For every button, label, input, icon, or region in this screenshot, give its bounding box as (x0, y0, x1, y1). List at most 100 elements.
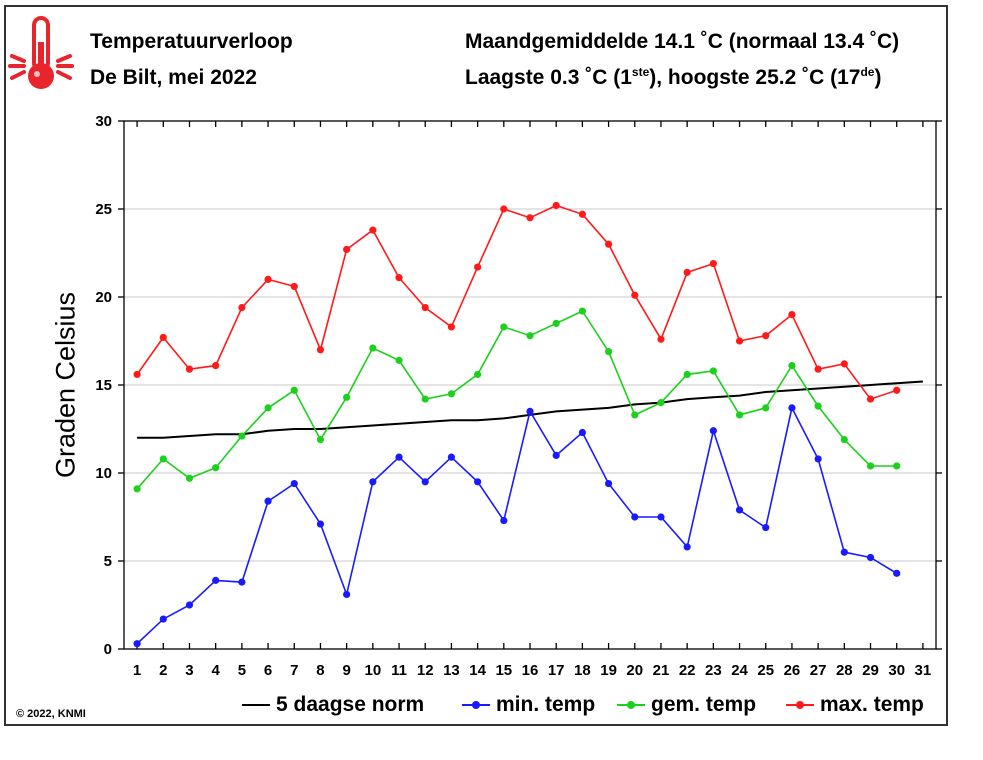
data-point-max-temp-28 (840, 360, 848, 368)
data-point-max-temp-18 (578, 210, 586, 218)
data-point-gem-temp-15 (500, 323, 508, 331)
legend-item-gem: gem. temp (617, 693, 756, 717)
x-tick-label-10: 10 (364, 662, 381, 679)
x-tick-label-7: 7 (290, 662, 298, 679)
data-point-min-temp-2 (159, 615, 167, 623)
x-tick-label-8: 8 (316, 662, 324, 679)
data-point-gem-temp-1 (133, 485, 141, 493)
data-point-gem-temp-6 (264, 404, 272, 412)
data-point-gem-temp-29 (866, 462, 875, 470)
x-tick-label-17: 17 (548, 662, 565, 679)
data-point-gem-temp-16 (526, 332, 534, 340)
data-point-min-temp-25 (762, 523, 770, 532)
data-point-min-temp-24 (735, 506, 744, 514)
data-point-min-temp-30 (893, 569, 901, 577)
x-tick-label-6: 6 (264, 662, 272, 679)
x-tick-label-27: 27 (810, 662, 827, 679)
data-point-max-temp-19 (604, 240, 613, 248)
data-point-gem-temp-28 (840, 435, 848, 444)
data-point-max-temp-9 (343, 245, 351, 254)
data-point-min-temp-16 (526, 407, 534, 415)
legend-swatch-gem (617, 693, 645, 717)
y-tick-label-15: 15 (95, 377, 112, 394)
x-tick-label-25: 25 (757, 662, 774, 679)
data-point-gem-temp-10 (369, 344, 377, 352)
data-point-max-temp-30 (893, 386, 901, 394)
data-point-min-temp-5 (238, 578, 246, 586)
data-point-min-temp-10 (369, 478, 377, 486)
legend-label-min: min. temp (496, 693, 596, 716)
data-point-min-temp-21 (657, 513, 665, 521)
y-tick-label-5: 5 (104, 553, 112, 570)
data-point-gem-temp-18 (578, 307, 586, 315)
x-tick-label-1: 1 (133, 662, 141, 679)
data-point-gem-temp-7 (290, 386, 298, 394)
x-tick-label-5: 5 (238, 662, 246, 679)
data-point-min-temp-19 (604, 479, 613, 488)
x-tick-label-30: 30 (888, 662, 905, 679)
legend-item-min: min. temp (462, 693, 595, 717)
x-tick-label-9: 9 (342, 662, 350, 679)
data-point-max-temp-23 (709, 259, 717, 268)
data-point-min-temp-20 (631, 513, 639, 521)
data-point-max-temp-13 (447, 323, 456, 331)
x-tick-label-11: 11 (391, 662, 407, 679)
data-point-min-temp-18 (578, 428, 586, 437)
data-point-max-temp-22 (683, 268, 691, 276)
data-point-gem-temp-25 (762, 404, 770, 412)
data-point-max-temp-6 (264, 275, 272, 283)
data-point-gem-temp-21 (657, 399, 665, 407)
data-point-min-temp-17 (552, 451, 560, 459)
data-point-gem-temp-8 (316, 435, 325, 444)
data-point-max-temp-20 (631, 291, 639, 299)
data-point-max-temp-21 (657, 335, 665, 343)
copyright-text: © 2022, KNMI (16, 708, 86, 720)
data-point-min-temp-14 (474, 478, 482, 486)
data-point-gem-temp-5 (238, 432, 246, 440)
legend-swatch-max (786, 693, 814, 717)
legend-label-norm: 5 daagse norm (276, 693, 425, 716)
data-point-min-temp-4 (212, 576, 220, 584)
x-tick-label-21: 21 (653, 662, 670, 679)
data-point-max-temp-11 (395, 274, 403, 282)
thermometer-icon (8, 16, 74, 89)
data-point-max-temp-4 (212, 362, 220, 370)
data-point-min-temp-7 (290, 479, 298, 488)
data-point-max-temp-10 (369, 226, 377, 234)
series-line-min-temp (136, 405, 898, 645)
data-point-max-temp-2 (159, 333, 167, 342)
legend-swatch-min (462, 693, 490, 717)
data-point-gem-temp-14 (474, 370, 482, 379)
legend-label-max: max. temp (820, 693, 924, 716)
x-tick-label-4: 4 (212, 662, 221, 679)
data-point-gem-temp-13 (447, 390, 456, 398)
data-point-min-temp-8 (316, 520, 325, 528)
data-point-min-temp-22 (683, 543, 691, 551)
data-point-max-temp-14 (474, 263, 482, 271)
data-point-gem-temp-24 (735, 411, 744, 419)
extremes-text: Laagste 0.3 ˚C (1ste), hoogste 25.2 ˚C (… (465, 65, 882, 89)
x-tick-label-28: 28 (836, 662, 853, 679)
data-point-min-temp-6 (264, 497, 272, 505)
legend-label-gem: gem. temp (651, 693, 757, 716)
data-point-max-temp-8 (316, 346, 325, 354)
x-tick-label-19: 19 (600, 662, 617, 679)
x-tick-label-16: 16 (522, 662, 539, 679)
data-point-min-temp-11 (395, 453, 403, 461)
data-point-min-temp-28 (840, 548, 848, 556)
x-tick-label-18: 18 (574, 662, 591, 679)
data-point-min-temp-23 (709, 427, 717, 435)
data-point-min-temp-13 (447, 453, 456, 461)
data-point-gem-temp-26 (788, 362, 796, 370)
data-point-gem-temp-27 (814, 402, 822, 410)
data-point-max-temp-1 (133, 370, 141, 379)
x-tick-label-15: 15 (495, 662, 512, 679)
data-point-max-temp-5 (238, 303, 246, 312)
legend-swatch-norm (242, 693, 270, 717)
x-tick-label-22: 22 (679, 662, 696, 679)
legend-item-norm: 5 daagse norm (242, 693, 424, 717)
data-point-max-temp-12 (421, 303, 429, 312)
data-point-gem-temp-2 (159, 455, 167, 463)
x-tick-label-14: 14 (469, 662, 486, 679)
